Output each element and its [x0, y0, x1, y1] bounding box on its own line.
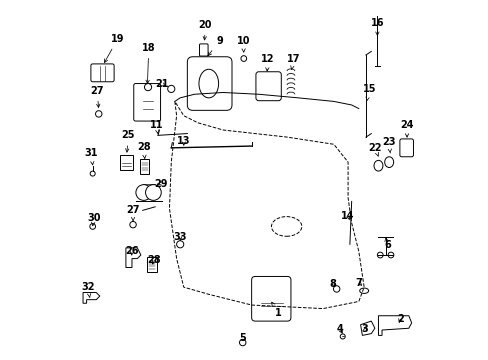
- Circle shape: [90, 171, 95, 176]
- Text: 24: 24: [400, 120, 413, 137]
- Text: 11: 11: [149, 120, 163, 134]
- FancyBboxPatch shape: [147, 257, 156, 272]
- Circle shape: [340, 334, 345, 339]
- Ellipse shape: [384, 157, 393, 167]
- Text: 23: 23: [382, 138, 395, 153]
- Text: 12: 12: [261, 54, 274, 71]
- Circle shape: [145, 185, 161, 201]
- Text: 16: 16: [370, 18, 384, 35]
- Circle shape: [333, 286, 339, 292]
- Circle shape: [130, 221, 136, 228]
- Text: 29: 29: [154, 179, 167, 189]
- Text: 10: 10: [236, 36, 250, 52]
- Ellipse shape: [199, 69, 218, 98]
- Circle shape: [239, 339, 245, 346]
- Text: 4: 4: [336, 324, 343, 334]
- FancyBboxPatch shape: [199, 44, 207, 56]
- Text: 25: 25: [122, 130, 135, 152]
- Text: 15: 15: [362, 84, 375, 100]
- Text: 27: 27: [90, 86, 104, 107]
- Text: 27: 27: [126, 205, 140, 221]
- Circle shape: [136, 185, 151, 201]
- Circle shape: [144, 84, 151, 91]
- Text: 18: 18: [142, 43, 155, 84]
- Polygon shape: [378, 316, 411, 336]
- Text: 21: 21: [155, 78, 168, 89]
- Text: 6: 6: [383, 237, 390, 250]
- Text: 17: 17: [286, 54, 300, 69]
- Text: 19: 19: [104, 34, 124, 63]
- Circle shape: [387, 252, 393, 258]
- Ellipse shape: [373, 160, 382, 171]
- Text: 8: 8: [329, 279, 336, 289]
- FancyBboxPatch shape: [187, 57, 231, 111]
- Circle shape: [90, 224, 95, 229]
- Circle shape: [377, 252, 382, 258]
- Text: 20: 20: [198, 19, 211, 40]
- Text: 14: 14: [341, 211, 354, 221]
- Circle shape: [176, 241, 183, 248]
- Text: 7: 7: [355, 278, 362, 288]
- Text: 3: 3: [361, 324, 368, 334]
- FancyBboxPatch shape: [140, 158, 149, 174]
- Text: 9: 9: [208, 36, 223, 56]
- Text: 31: 31: [85, 148, 98, 165]
- FancyBboxPatch shape: [251, 276, 290, 321]
- Polygon shape: [360, 321, 374, 336]
- Text: 28: 28: [137, 142, 150, 158]
- Text: 1: 1: [271, 302, 281, 318]
- Polygon shape: [125, 248, 141, 267]
- FancyBboxPatch shape: [399, 139, 413, 157]
- Circle shape: [241, 56, 246, 62]
- Circle shape: [95, 111, 102, 117]
- Text: 28: 28: [147, 255, 161, 265]
- FancyBboxPatch shape: [134, 84, 160, 121]
- Text: 22: 22: [368, 143, 381, 156]
- FancyBboxPatch shape: [91, 64, 114, 82]
- Circle shape: [167, 85, 175, 93]
- Text: 32: 32: [81, 282, 95, 298]
- FancyBboxPatch shape: [120, 155, 133, 170]
- Text: 26: 26: [125, 247, 139, 256]
- Ellipse shape: [271, 217, 301, 236]
- Text: 33: 33: [173, 232, 186, 242]
- Text: 30: 30: [87, 212, 101, 226]
- Text: 13: 13: [177, 136, 190, 146]
- FancyBboxPatch shape: [255, 72, 281, 101]
- Polygon shape: [83, 293, 100, 303]
- Text: 2: 2: [396, 314, 403, 324]
- Text: 5: 5: [239, 333, 245, 343]
- Ellipse shape: [359, 288, 368, 293]
